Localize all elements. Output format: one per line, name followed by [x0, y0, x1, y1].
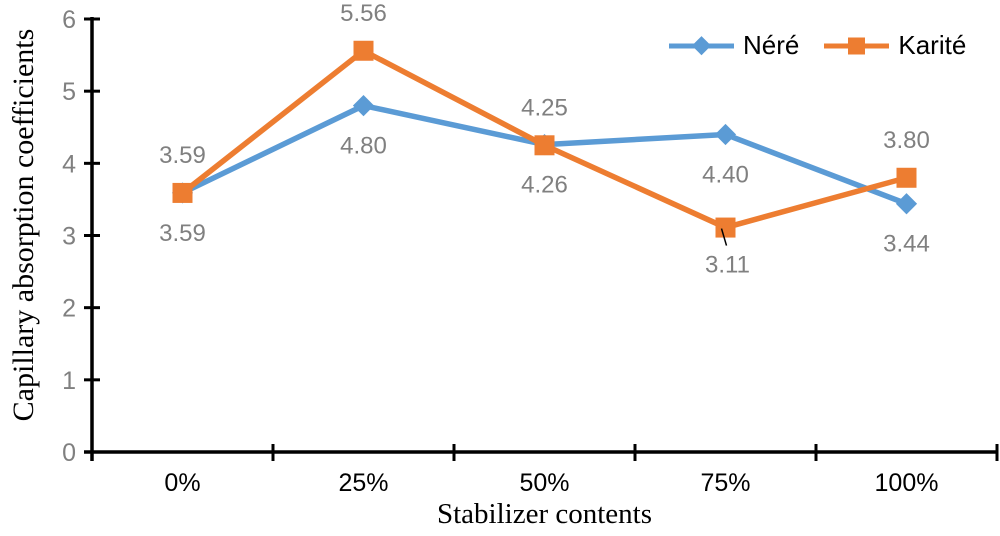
- marker-square-1-1: [353, 40, 374, 61]
- marker-diamond-0-4: [895, 193, 918, 215]
- x-tick-label: 25%: [338, 469, 388, 497]
- data-label: 4.80: [340, 133, 387, 160]
- marker-square-1-0: [172, 182, 193, 203]
- data-label: 3.59: [159, 142, 206, 169]
- data-label: 3.11: [705, 252, 750, 279]
- marker-square-1-2: [534, 135, 555, 156]
- marker-square-1-4: [896, 167, 917, 188]
- y-tick-label: 6: [62, 6, 76, 34]
- x-tick-label: 75%: [700, 469, 750, 497]
- data-label: 3.80: [883, 127, 930, 154]
- y-tick-label: 1: [62, 367, 76, 395]
- legend: Néré Karité: [668, 30, 966, 61]
- data-label: 5.56: [340, 0, 387, 27]
- y-axis-title: Capillary absorption coefficients: [7, 28, 40, 422]
- y-tick-label: 0: [62, 439, 76, 467]
- data-label: 3.44: [883, 231, 930, 258]
- x-axis-title: Stabilizer contents: [436, 498, 653, 530]
- data-label: 3.59: [159, 220, 206, 247]
- data-label: 4.25: [521, 94, 568, 121]
- legend-item-karite: Karité: [823, 30, 966, 61]
- x-tick-label: 0%: [164, 469, 200, 497]
- legend-label-nere: Néré: [743, 30, 800, 60]
- label-leader-line: [720, 228, 728, 246]
- y-tick-label: 5: [62, 78, 76, 106]
- legend-label-karite: Karité: [898, 30, 967, 60]
- nere-line-diamond-icon: [669, 35, 734, 55]
- y-tick-label: 3: [62, 223, 76, 251]
- x-tick-label: 50%: [519, 469, 569, 497]
- y-tick-label: 2: [62, 295, 76, 323]
- legend-item-nere: Néré: [668, 30, 799, 61]
- data-label: 4.26: [521, 172, 568, 199]
- y-tick-label: 4: [62, 150, 76, 178]
- marker-diamond-0-3: [714, 123, 737, 146]
- marker-square-1-3: [715, 217, 736, 238]
- karite-line-square-icon: [824, 37, 890, 54]
- x-tick-label: 100%: [875, 469, 939, 497]
- data-label: 4.40: [702, 161, 749, 188]
- marker-diamond-0-1: [352, 94, 375, 117]
